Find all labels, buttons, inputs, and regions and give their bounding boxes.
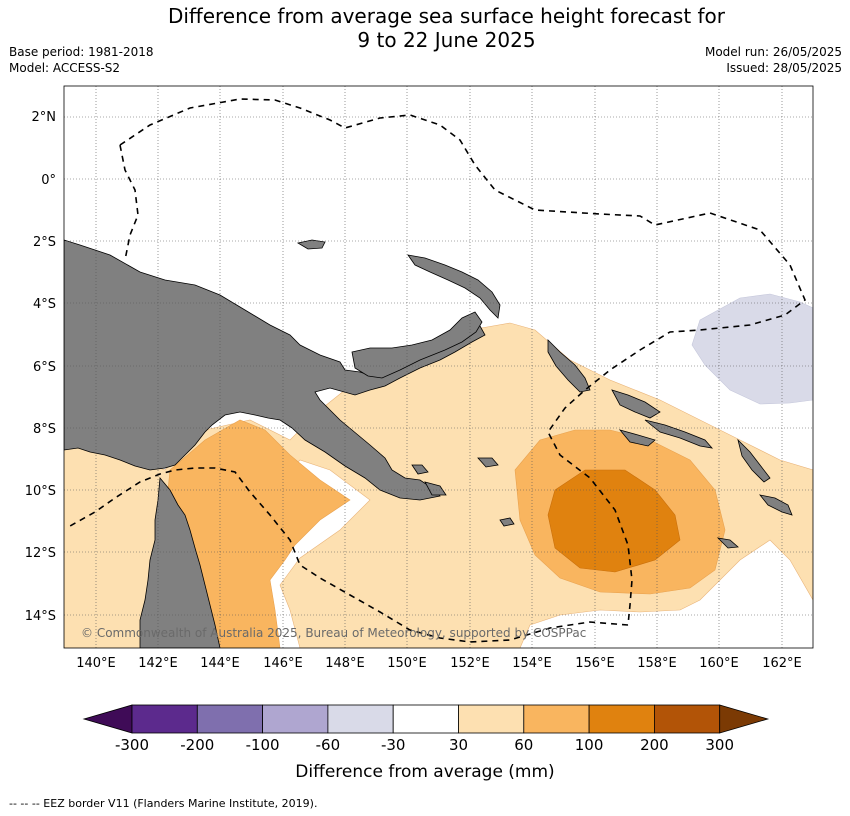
- colorbar-tick-label: 100: [575, 736, 604, 754]
- graticule: [64, 86, 813, 648]
- lon-label: 144°E: [200, 656, 240, 671]
- colorbar-title: Difference from average (mm): [295, 762, 555, 782]
- lat-label: 4°S: [33, 297, 56, 312]
- colorbar-segment: [458, 704, 525, 734]
- base-period: Base period: 1981-2018: [9, 45, 154, 59]
- eez-border: [69, 98, 806, 643]
- longitude-labels: 140°E 142°E 144°E 146°E 148°E 150°E 152°…: [76, 656, 802, 671]
- lon-label: 156°E: [575, 656, 615, 671]
- copyright-credit: © Commonwealth of Australia 2025, Bureau…: [81, 626, 586, 640]
- lon-label: 150°E: [387, 656, 427, 671]
- colorbar-tick-label: -30: [381, 736, 406, 754]
- issued-date: Issued: 28/05/2025: [726, 61, 842, 75]
- colorbar-tick-label: -200: [180, 736, 214, 754]
- model-run: Model run: 26/05/2025: [704, 45, 842, 59]
- solomon-islands: [611, 389, 793, 549]
- new-ireland-island: [407, 254, 501, 319]
- lon-label: 148°E: [325, 656, 365, 671]
- colorbar-tick-label: 200: [640, 736, 669, 754]
- lat-label: 2°S: [33, 235, 56, 250]
- map-title-line1: Difference from average sea surface heig…: [167, 4, 726, 28]
- lat-label: 14°S: [25, 609, 56, 624]
- new-britain-island: [351, 311, 483, 379]
- new-guinea-landmass: [64, 239, 486, 501]
- colorbar-segment: [131, 704, 198, 734]
- lon-label: 158°E: [637, 656, 677, 671]
- colorbar-tick-label: 30: [449, 736, 468, 754]
- colorbar-extend-low: [82, 704, 133, 734]
- cape-york-landmass: [139, 477, 221, 648]
- colorbar-extend-high: [719, 704, 770, 734]
- manus-island: [296, 239, 326, 250]
- colorbar-tick-label: 60: [514, 736, 533, 754]
- lon-label: 152°E: [450, 656, 490, 671]
- colorbar-segment: [327, 704, 394, 734]
- lat-label: 2°N: [32, 110, 57, 125]
- lat-label: 6°S: [33, 360, 56, 375]
- dentrecasteaux-islands: [411, 457, 515, 527]
- colorbar-tick-label: 300: [705, 736, 734, 754]
- lon-label: 146°E: [263, 656, 303, 671]
- anomaly-negative-30-60: [691, 293, 813, 405]
- lon-label: 154°E: [512, 656, 552, 671]
- lon-label: 162°E: [762, 656, 802, 671]
- lat-label: 10°S: [25, 484, 56, 499]
- colorbar-tick-label: -300: [115, 736, 149, 754]
- lon-label: 160°E: [699, 656, 739, 671]
- colorbar-segment: [262, 704, 329, 734]
- colorbar-segment: [588, 704, 655, 734]
- colorbar-tick-label: -100: [246, 736, 280, 754]
- colorbar-segment: [392, 704, 459, 734]
- lon-label: 142°E: [138, 656, 178, 671]
- map-title: Difference from average sea surface heig…: [0, 4, 850, 52]
- map-plot-area: © Commonwealth of Australia 2025, Bureau…: [64, 86, 813, 648]
- latitude-labels: 2°N 0° 2°S 4°S 6°S 8°S 10°S 12°S 14°S: [25, 110, 56, 624]
- eez-footnote: -- -- -- EEZ border V11 (Flanders Marine…: [9, 797, 318, 810]
- meta-left: Base period: 1981-2018 Model: ACCESS-S2: [9, 44, 154, 76]
- colorbar-segment: [196, 704, 264, 734]
- colorbar: -300 -200 -100 -60 -30 30 60 100 200 300: [82, 704, 770, 754]
- anomaly-100-200: [547, 469, 681, 573]
- lat-label: 0°: [41, 173, 56, 188]
- lon-label: 140°E: [76, 656, 116, 671]
- colorbar-segment: [523, 704, 590, 734]
- map-frame: [63, 85, 814, 649]
- map-title-line2: 9 to 22 June 2025: [357, 28, 536, 52]
- lat-label: 8°S: [33, 422, 56, 437]
- colorbar-tick-label: -60: [316, 736, 341, 754]
- meta-right: Model run: 26/05/2025 Issued: 28/05/2025: [705, 44, 842, 76]
- lat-label: 12°S: [25, 546, 56, 561]
- model-name: Model: ACCESS-S2: [9, 61, 121, 75]
- colorbar-segment: [654, 704, 721, 734]
